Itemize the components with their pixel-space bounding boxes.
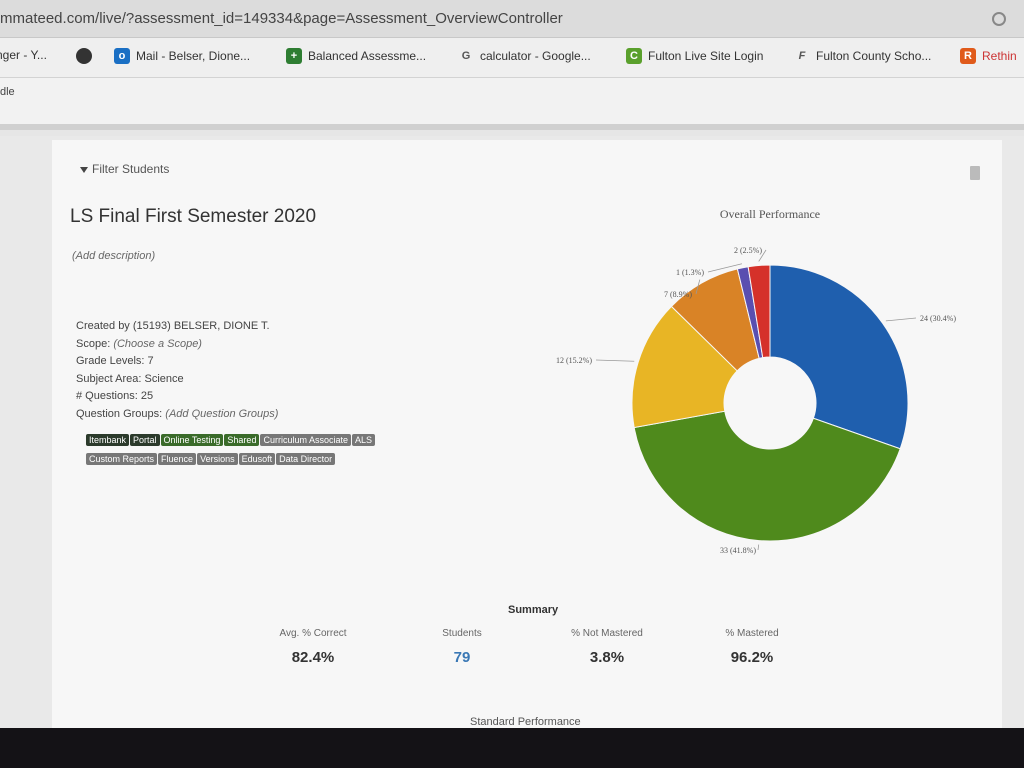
chart-title: Overall Performance xyxy=(720,207,820,221)
globe-icon xyxy=(76,48,92,64)
tag[interactable]: Edusoft xyxy=(238,453,276,465)
scope-row: Scope: (Choose a Scope) xyxy=(76,337,202,350)
questions-row: # Questions: 25 xyxy=(76,390,154,402)
choose-scope-link[interactable]: (Choose a Scope) xyxy=(113,337,202,350)
summary-title: Summary xyxy=(508,604,559,616)
bookmark-calculator[interactable]: G calculator - Google... xyxy=(458,48,591,64)
mastered-stat: % Mastered 96.2% xyxy=(687,628,817,666)
tag[interactable]: Itembank xyxy=(86,434,130,446)
mastered-value: 96.2% xyxy=(730,649,774,666)
bookmark-rethink[interactable]: R Rethin xyxy=(960,48,1017,64)
slice-leader-line xyxy=(885,317,917,322)
slice-label: 1 (1.3%) xyxy=(676,268,704,277)
url-text[interactable]: mmateed.com/live/?assessment_id=149334&p… xyxy=(0,10,563,27)
page-content: Filter Students LS Final First Semester … xyxy=(0,136,1024,728)
filter-icon xyxy=(80,166,88,173)
c-icon: C xyxy=(626,48,642,64)
bookmark-globe[interactable] xyxy=(76,48,92,64)
add-description-link[interactable]: (Add description) xyxy=(72,250,156,262)
slice-leader-line xyxy=(758,249,767,262)
not-mastered-value: 3.8% xyxy=(589,649,625,666)
subject-row: Subject Area: Science xyxy=(76,372,184,385)
tag[interactable]: Fluence xyxy=(158,453,197,465)
slice-label: 2 (2.5%) xyxy=(734,246,762,255)
bookmark-balanced-assessment[interactable]: + Balanced Assessme... xyxy=(286,48,426,64)
slice-leader-line xyxy=(757,544,760,551)
slice-leader-line xyxy=(695,279,701,295)
tag[interactable]: Custom Reports xyxy=(86,453,158,465)
pie-slice[interactable] xyxy=(747,264,771,359)
standard-performance-heading: Standard Performance xyxy=(470,716,581,728)
tag-list: Itembank Portal Online Testing Shared Curric… xyxy=(86,430,486,468)
tag[interactable]: Portal xyxy=(130,434,160,446)
tag[interactable]: Curriculum Associate xyxy=(260,434,351,446)
tag[interactable]: Online Testing xyxy=(160,434,224,446)
sub-nav-text[interactable]: dle xyxy=(0,86,15,98)
avg-correct-value: 82.4% xyxy=(291,649,335,666)
bookmark-fulton-live[interactable]: C Fulton Live Site Login xyxy=(626,48,763,64)
tag[interactable]: Data Director xyxy=(276,453,336,465)
pie-slice[interactable] xyxy=(631,305,738,429)
sub-nav-bar: dle xyxy=(0,78,1024,130)
question-groups-row: Question Groups: (Add Question Groups) xyxy=(76,407,279,420)
page-title: LS Final First Semester 2020 xyxy=(70,206,317,227)
created-by-row: Created by (15193) BELSER, DIONE T. xyxy=(76,320,270,332)
r-icon: R xyxy=(960,48,976,64)
assessment-panel: Filter Students LS Final First Semester … xyxy=(52,140,1002,728)
monitor-bezel xyxy=(0,728,1024,768)
avg-correct-stat: Avg. % Correct 82.4% xyxy=(248,628,378,666)
add-question-groups-link[interactable]: (Add Question Groups) xyxy=(165,407,279,420)
f-icon: F xyxy=(798,50,806,62)
print-icon[interactable] xyxy=(970,166,980,180)
slice-label: 7 (8.9%) xyxy=(664,290,692,299)
bookmark-yahoo[interactable]: nger - Y... xyxy=(0,48,47,62)
tag[interactable]: ALS xyxy=(351,434,375,446)
slice-label: 24 (30.4%) xyxy=(920,314,956,323)
assessment-meta: Created by (15193) BELSER, DIONE T. Scop… xyxy=(76,318,278,423)
slice-label: 33 (41.8%) xyxy=(720,546,756,555)
pie-slice[interactable] xyxy=(769,264,909,450)
filter-students-button[interactable]: Filter Students xyxy=(80,162,169,176)
plus-icon: + xyxy=(286,48,302,64)
tag[interactable]: Versions xyxy=(197,453,238,465)
address-bar[interactable]: mmateed.com/live/?assessment_id=149334&p… xyxy=(0,0,1024,38)
bookmark-mail[interactable]: o Mail - Belser, Dione... xyxy=(114,48,250,64)
slice-label: 12 (15.2%) xyxy=(556,356,592,365)
slice-leader-line xyxy=(595,359,635,362)
overall-performance-chart[interactable]: Overall Performance 24 (30.4%) 33 (41.8%) 1… xyxy=(552,198,1002,558)
tag[interactable]: Shared xyxy=(224,434,260,446)
bookmark-fulton-county[interactable]: F Fulton County Scho... xyxy=(794,48,932,64)
zoom-icon[interactable] xyxy=(992,12,1006,26)
students-stat: Students 79 xyxy=(397,628,527,666)
google-icon: G xyxy=(461,50,471,62)
screen: mmateed.com/live/?assessment_id=149334&p… xyxy=(0,0,1024,728)
students-count-link[interactable]: 79 xyxy=(453,649,471,666)
grade-row: Grade Levels: 7 xyxy=(76,355,154,367)
mail-icon: o xyxy=(114,48,130,64)
not-mastered-stat: % Not Mastered 3.8% xyxy=(542,628,672,666)
pie-slice[interactable] xyxy=(633,410,901,542)
bookmarks-bar: nger - Y... o Mail - Belser, Dione... + … xyxy=(0,38,1024,78)
slice-leader-line xyxy=(707,263,743,273)
